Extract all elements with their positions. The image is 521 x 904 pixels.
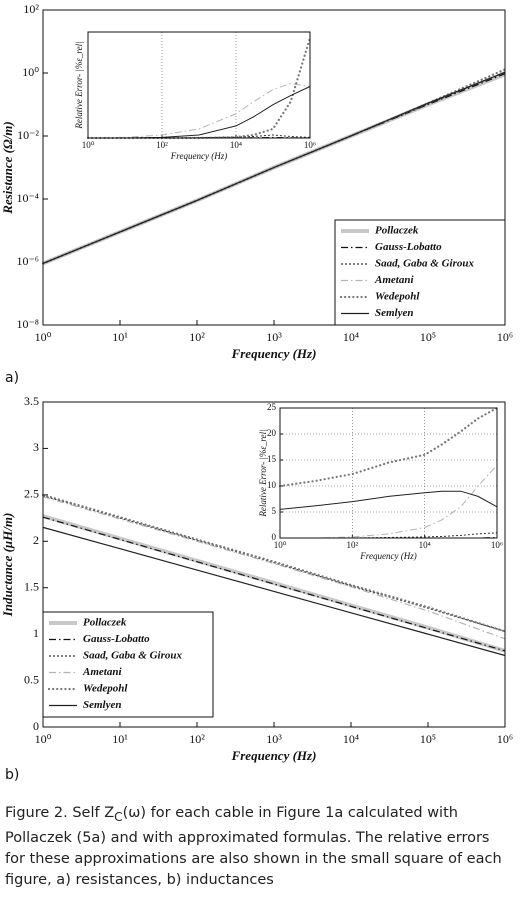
series-line — [87, 82, 311, 139]
y-tick-label: 0 — [33, 719, 39, 733]
y-tick-label: 10⁻⁴ — [16, 191, 39, 205]
axes-frame — [42, 401, 506, 728]
x-tick-label: 10⁵ — [420, 732, 436, 746]
caption-sub: C — [114, 809, 123, 824]
legend-box — [334, 219, 506, 326]
x-tick-label: 10⁶ — [491, 540, 503, 550]
panel-label: b) — [5, 767, 19, 783]
x-tick-label: 10⁰ — [35, 732, 52, 746]
legend-label: Ametani — [82, 666, 122, 678]
y-tick-label: 10⁰ — [22, 65, 39, 79]
legend-label: Saad, Gaba & Giroux — [83, 650, 183, 662]
y-tick-label: 25 — [267, 402, 277, 412]
y-tick-label: 15 — [267, 454, 277, 464]
legend-label: Gauss-Lobatto — [83, 633, 150, 645]
x-tick-label: 10⁰ — [35, 330, 52, 344]
figure: a) b) 10⁰ 10¹ 10² 10³ 10⁴ 10⁵ 10⁶ 10⁻⁸ 10⁻⁶ 10⁻⁴ 1… — [0, 2, 513, 783]
series-line — [42, 71, 506, 264]
caption-text: Figure 2. Self Z — [5, 805, 115, 821]
panel-label: a) — [5, 370, 19, 386]
caption: Figure 2. Self ZC(ω) for each cable in F… — [5, 803, 510, 891]
x-tick-label: 10⁰ — [82, 140, 95, 150]
y-tick-label: 1 — [33, 626, 39, 640]
axes-frame — [87, 31, 311, 139]
y-tick-label: 10 — [267, 480, 277, 490]
x-tick-label: 10² — [189, 330, 205, 344]
y-axis-label: Resistance (Ω/m) — [0, 121, 15, 214]
x-tick-label: 10⁶ — [497, 732, 513, 746]
y-axis-label: Relative Error- |%ε_rel| — [74, 41, 84, 129]
caption-text: (ω) for each cable in Figure 1a calculat… — [5, 805, 502, 888]
legend-label: Wedepohl — [375, 291, 420, 303]
series-line — [42, 496, 506, 640]
legend-label: Ametani — [374, 274, 414, 286]
y-tick-label: 1.5 — [24, 579, 39, 593]
x-tick-label: 10⁵ — [420, 330, 436, 344]
series-line — [42, 71, 506, 264]
legend-label: Semlyen — [83, 699, 122, 711]
y-tick-label: 2.5 — [24, 487, 39, 501]
y-tick-label: 5 — [272, 506, 277, 516]
x-tick-label: 10⁴ — [343, 330, 359, 344]
y-tick-label: 0.5 — [24, 672, 39, 686]
series-line — [41, 493, 507, 633]
x-tick-label: 10¹ — [112, 330, 128, 344]
y-tick-label: 2 — [33, 533, 39, 547]
axes-frame — [279, 407, 498, 539]
series-line — [42, 526, 506, 657]
x-tick-label: 10⁶ — [497, 330, 513, 344]
legend-box — [42, 611, 214, 718]
x-tick-label: 10² — [189, 732, 205, 746]
y-tick-label: 10⁻⁶ — [16, 254, 39, 268]
x-tick-label: 10⁴ — [343, 732, 359, 746]
x-axis-label: Frequency (Hz) — [170, 151, 227, 161]
x-axis-label: Frequency (Hz) — [231, 346, 317, 361]
legend-label: Semlyen — [375, 307, 414, 319]
series-line — [279, 490, 498, 510]
y-tick-label: 20 — [267, 428, 277, 438]
x-tick-label: 10⁰ — [274, 540, 287, 550]
x-axis-label: Frequency (Hz) — [231, 748, 317, 763]
x-tick-label: 10² — [346, 540, 358, 550]
series-line — [42, 514, 506, 653]
x-tick-label: 10¹ — [112, 732, 128, 746]
legend-label: Wedepohl — [83, 683, 128, 695]
legend-label: Gauss-Lobatto — [375, 241, 442, 253]
x-tick-label: 10⁴ — [419, 540, 431, 550]
y-tick-label: 3.5 — [24, 394, 39, 408]
x-tick-label: 10³ — [266, 330, 282, 344]
y-tick-label: 10² — [23, 2, 39, 16]
series-line — [278, 406, 499, 488]
x-tick-label: 10⁴ — [230, 140, 242, 150]
y-tick-label: 10⁻⁸ — [16, 317, 39, 331]
axes-frame — [42, 9, 506, 326]
y-axis-label: Inductance (μH/m) — [0, 513, 15, 618]
x-tick-label: 10⁶ — [304, 140, 316, 150]
plot-area — [280, 408, 497, 538]
x-axis-label: Frequency (Hz) — [359, 551, 416, 561]
y-axis-label: Relative Error- |%ε_rel| — [258, 429, 268, 517]
x-tick-label: 10³ — [266, 732, 282, 746]
legend-label: Pollaczek — [83, 617, 127, 629]
x-tick-label: 10² — [156, 140, 168, 150]
plot-area — [88, 32, 310, 138]
y-tick-label: 10⁻² — [17, 128, 39, 142]
legend-label: Saad, Gaba & Giroux — [375, 258, 475, 270]
y-tick-label: 0 — [272, 532, 277, 542]
y-tick-label: 3 — [33, 440, 39, 454]
legend-label: Pollaczek — [375, 225, 419, 237]
